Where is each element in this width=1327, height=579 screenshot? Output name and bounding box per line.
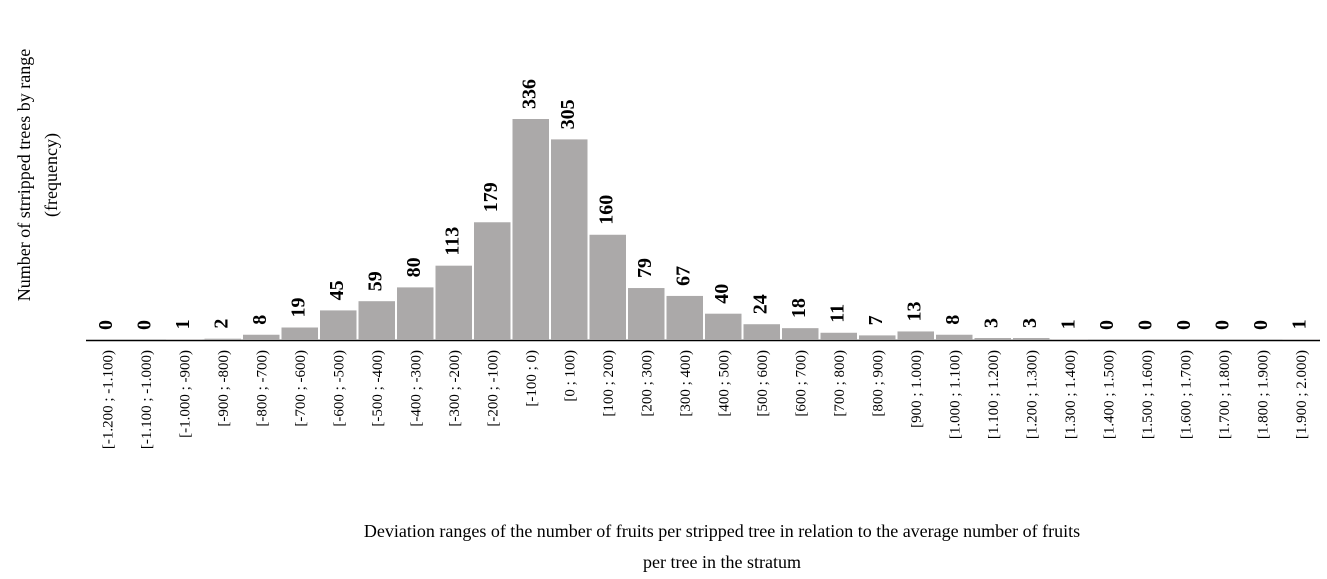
data-label: 0 [1211, 320, 1233, 330]
data-label: 336 [518, 79, 540, 109]
bar [974, 338, 1011, 340]
bar [512, 119, 549, 340]
x-tick-label: [1.600 ; 1.700) [1178, 350, 1194, 439]
data-label: 0 [1173, 320, 1195, 330]
x-tick-label: [200 ; 300) [639, 350, 655, 417]
bar [1051, 339, 1088, 340]
data-label: 179 [480, 182, 502, 212]
data-label: 3 [980, 318, 1002, 328]
data-label: 0 [95, 320, 117, 330]
data-label: 1 [1057, 319, 1079, 329]
x-tick-label: [-500 ; -400) [370, 350, 386, 427]
bar [628, 288, 665, 340]
x-tick-label: [400 ; 500) [716, 350, 732, 417]
x-tick-label: [-400 ; -300) [408, 350, 424, 427]
x-axis-label: Deviation ranges of the number of fruits… [364, 521, 1080, 541]
data-label: 8 [249, 315, 271, 325]
x-tick-label: [-1.000 ; -900) [177, 350, 193, 438]
data-label: 11 [826, 304, 848, 323]
data-label: 19 [287, 298, 309, 318]
data-label: 1 [1288, 319, 1310, 329]
bar [474, 222, 511, 340]
x-tick-label: [0 ; 100) [562, 350, 578, 402]
x-tick-label: [900 ; 1.000) [909, 350, 925, 428]
x-tick-label: [500 ; 600) [755, 350, 771, 417]
data-label: 0 [1250, 320, 1272, 330]
data-label: 67 [672, 266, 694, 286]
bar [358, 301, 395, 340]
bar [1013, 338, 1050, 340]
data-label: 160 [595, 195, 617, 225]
x-tick-label: [-200 ; -100) [485, 350, 501, 427]
data-label: 13 [903, 301, 925, 321]
bar [551, 139, 588, 340]
x-tick-label: [-300 ; -200) [447, 350, 463, 427]
bar [435, 265, 472, 340]
bar [820, 332, 857, 340]
data-label: 0 [1096, 320, 1118, 330]
bar [589, 234, 626, 340]
bar [204, 338, 241, 340]
data-label: 59 [364, 271, 386, 291]
data-label: 7 [865, 315, 887, 325]
x-tick-label: [300 ; 400) [678, 350, 694, 417]
x-tick-label: [1.900 ; 2.000) [1294, 350, 1310, 439]
x-tick-label: [-1.200 ; -1.100) [100, 350, 116, 449]
x-axis-label: per tree in the stratum [643, 552, 801, 572]
x-tick-label: [-600 ; -500) [331, 350, 347, 427]
x-tick-label: [-1.100 ; -1.000) [139, 350, 155, 449]
bar [397, 287, 434, 340]
bar [782, 328, 819, 340]
x-tick-label: [1.700 ; 1.800) [1217, 350, 1233, 439]
bar [243, 334, 280, 340]
bar [743, 324, 780, 340]
data-label: 8 [942, 315, 964, 325]
x-tick-label: [1.200 ; 1.300) [1024, 350, 1040, 439]
data-label: 0 [133, 320, 155, 330]
x-tick-label: [1.300 ; 1.400) [1063, 350, 1079, 439]
x-tick-label: [-900 ; -800) [216, 350, 232, 427]
data-label: 2 [210, 319, 232, 329]
y-axis-label: (frequency) [41, 133, 62, 217]
x-tick-label: [-800 ; -700) [254, 350, 270, 427]
bar [936, 334, 973, 340]
data-label: 305 [557, 99, 579, 129]
data-label: 80 [403, 257, 425, 277]
data-label: 3 [1019, 318, 1041, 328]
bar [705, 313, 742, 340]
data-label: 24 [749, 294, 771, 314]
data-label: 1 [172, 319, 194, 329]
x-tick-label: [700 ; 800) [832, 350, 848, 417]
data-label: 113 [441, 227, 463, 256]
data-label: 18 [788, 298, 810, 318]
data-label: 40 [711, 284, 733, 304]
x-tick-label: [1.100 ; 1.200) [986, 350, 1002, 439]
x-tick-label: [800 ; 900) [870, 350, 886, 417]
data-label: 79 [634, 258, 656, 278]
x-tick-label: [100 ; 200) [601, 350, 617, 417]
bar [320, 310, 357, 340]
y-axis-label: Number of strripped trees by range [14, 49, 34, 301]
x-tick-label: [-700 ; -600) [293, 350, 309, 427]
x-tick-label: [600 ; 700) [793, 350, 809, 417]
x-tick-label: [-100 ; 0) [524, 350, 540, 407]
x-tick-label: [1.400 ; 1.500) [1101, 350, 1117, 439]
x-tick-label: [1.800 ; 1.900) [1255, 350, 1271, 439]
bar [166, 339, 203, 340]
x-tick-label: [1.000 ; 1.100) [947, 350, 963, 439]
bar [897, 331, 934, 340]
bar [281, 327, 318, 340]
bar [1282, 339, 1319, 340]
data-label: 0 [1134, 320, 1156, 330]
x-tick-label: [1.500 ; 1.600) [1140, 350, 1156, 439]
data-label: 45 [326, 280, 348, 300]
bar [859, 335, 896, 340]
bar [666, 295, 703, 340]
